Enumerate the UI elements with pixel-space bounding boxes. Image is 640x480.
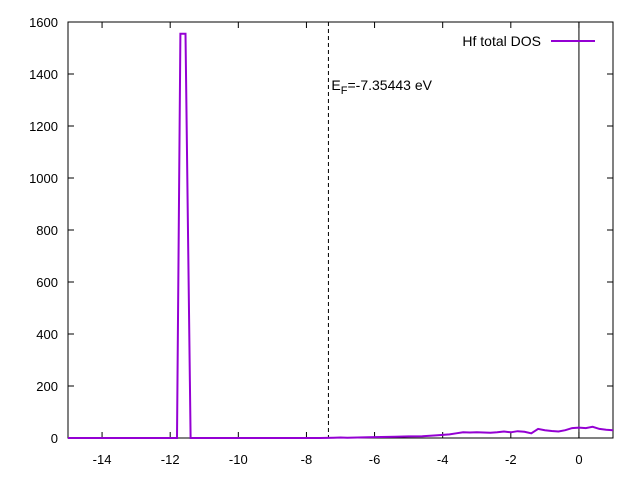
- legend-label: Hf total DOS: [462, 33, 541, 49]
- x-axis-ticks: -14 -12 -10 -8 -6 -4 -2 0: [93, 22, 583, 467]
- x-tick-label: -6: [369, 452, 381, 467]
- fermi-f-subscript: F: [341, 85, 348, 97]
- y-tick-label: 0: [51, 431, 58, 446]
- y-tick-label: 400: [36, 327, 58, 342]
- y-tick-label: 600: [36, 275, 58, 290]
- series-layer: [68, 32, 614, 439]
- y-axis-ticks: 0 200 400 600 800 1000 1200 1400 1600: [29, 15, 613, 446]
- legend: Hf total DOS: [462, 33, 595, 49]
- y-tick-label: 1600: [29, 15, 58, 30]
- y-tick-label: 1000: [29, 171, 58, 186]
- fermi-level-annotation: EF=-7.35443 eV: [331, 77, 432, 97]
- x-tick-label: -2: [505, 452, 517, 467]
- series-line: [68, 32, 614, 439]
- fermi-value-text: =-7.35443 eV: [348, 77, 433, 93]
- x-tick-label: -8: [301, 452, 313, 467]
- x-tick-label: -10: [229, 452, 248, 467]
- y-tick-label: 1400: [29, 67, 58, 82]
- fermi-e-symbol: E: [331, 77, 340, 93]
- x-tick-label: 0: [575, 452, 582, 467]
- x-tick-label: -14: [93, 452, 112, 467]
- y-tick-label: 1200: [29, 119, 58, 134]
- x-tick-label: -4: [437, 452, 449, 467]
- y-tick-label: 800: [36, 223, 58, 238]
- x-tick-label: -12: [161, 452, 180, 467]
- y-tick-label: 200: [36, 379, 58, 394]
